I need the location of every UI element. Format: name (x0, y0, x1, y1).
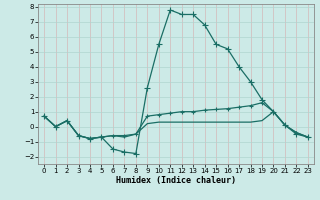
X-axis label: Humidex (Indice chaleur): Humidex (Indice chaleur) (116, 176, 236, 185)
